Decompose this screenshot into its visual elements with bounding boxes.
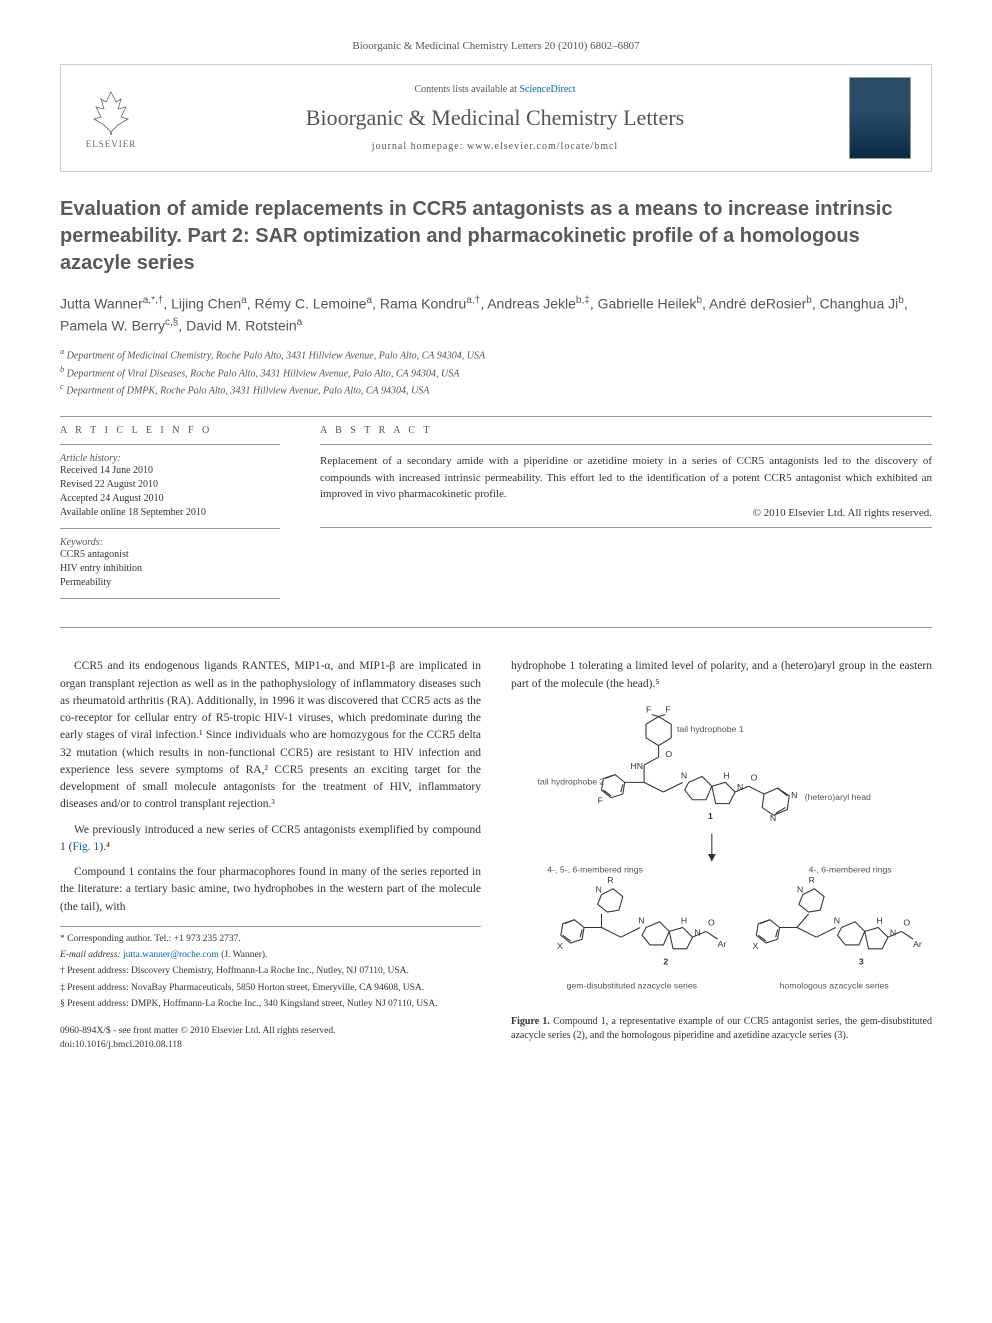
svg-text:F: F xyxy=(598,795,603,805)
svg-text:Ar: Ar xyxy=(718,939,727,949)
abstract-text: Replacement of a secondary amide with a … xyxy=(320,453,932,503)
svg-text:F: F xyxy=(665,704,670,714)
svg-text:X: X xyxy=(557,941,563,951)
figure-1: F F O HN xyxy=(511,703,932,1043)
body-paragraph: Compound 1 contains the four pharmacopho… xyxy=(60,864,481,916)
footnote-present-address: § Present address: DMPK, Hoffmann-La Roc… xyxy=(60,998,481,1011)
svg-text:2: 2 xyxy=(663,956,668,966)
svg-text:tail hydrophobe 1: tail hydrophobe 1 xyxy=(677,724,744,734)
divider xyxy=(60,598,280,599)
svg-text:4-, 6-membered rings: 4-, 6-membered rings xyxy=(809,864,893,874)
abstract-copyright: © 2010 Elsevier Ltd. All rights reserved… xyxy=(320,507,932,519)
svg-text:X: X xyxy=(752,941,758,951)
svg-text:F: F xyxy=(646,704,651,714)
svg-text:R: R xyxy=(809,875,815,885)
sciencedirect-link[interactable]: ScienceDirect xyxy=(519,84,575,95)
footnote-present-address: ‡ Present address: NovaBay Pharmaceutica… xyxy=(60,982,481,995)
divider xyxy=(320,527,932,528)
divider xyxy=(60,444,280,445)
elsevier-tree-icon xyxy=(86,87,136,137)
elsevier-logo: ELSEVIER xyxy=(81,83,141,153)
issn-line: 0960-894X/$ - see front matter © 2010 El… xyxy=(60,1025,481,1038)
svg-text:O: O xyxy=(751,772,758,782)
abstract-col: A B S T R A C T Replacement of a seconda… xyxy=(320,425,932,607)
body-column-right: hydrophobe 1 tolerating a limited level … xyxy=(511,658,932,1052)
svg-text:O: O xyxy=(708,917,715,927)
body-paragraph: We previously introduced a new series of… xyxy=(60,822,481,857)
elsevier-name: ELSEVIER xyxy=(86,139,137,149)
body-paragraph: hydrophobe 1 tolerating a limited level … xyxy=(511,658,932,693)
svg-text:N: N xyxy=(834,915,840,925)
contents-available: Contents lists available at ScienceDirec… xyxy=(161,84,829,95)
page-copyright-footer: 0960-894X/$ - see front matter © 2010 El… xyxy=(60,1025,481,1052)
svg-text:1: 1 xyxy=(708,811,713,821)
footnote-present-address: † Present address: Discovery Chemistry, … xyxy=(60,965,481,978)
chemical-structures: F F O HN xyxy=(511,703,932,1003)
svg-text:H: H xyxy=(723,770,729,780)
svg-text:O: O xyxy=(903,917,910,927)
divider xyxy=(60,528,280,529)
author-list: Jutta Wannera,*,†, Lijing Chena, Rémy C.… xyxy=(60,293,932,336)
abstract-heading: A B S T R A C T xyxy=(320,425,932,436)
footnotes: * Corresponding author. Tel.: +1 973 235… xyxy=(60,926,481,1011)
keywords-heading: Keywords: xyxy=(60,537,280,548)
divider xyxy=(320,444,932,445)
doi-line: doi:10.1016/j.bmcl.2010.08.118 xyxy=(60,1039,481,1052)
history-heading: Article history: xyxy=(60,453,280,464)
article-info-col: A R T I C L E I N F O Article history: R… xyxy=(60,425,280,607)
svg-text:HN: HN xyxy=(631,761,644,771)
svg-text:N: N xyxy=(638,915,644,925)
journal-header: ELSEVIER Contents lists available at Sci… xyxy=(60,64,932,172)
homepage-url[interactable]: www.elsevier.com/locate/bmcl xyxy=(467,141,618,152)
svg-text:N: N xyxy=(681,770,687,780)
affiliations: a Department of Medicinal Chemistry, Roc… xyxy=(60,346,932,398)
svg-text:4-, 5-, 6-membered rings: 4-, 5-, 6-membered rings xyxy=(547,864,643,874)
article-info-heading: A R T I C L E I N F O xyxy=(60,425,280,436)
footnote-email: E-mail address: jutta.wanner@roche.com (… xyxy=(60,949,481,962)
divider xyxy=(60,627,932,628)
svg-text:R: R xyxy=(607,875,613,885)
email-link[interactable]: jutta.wanner@roche.com xyxy=(123,950,219,960)
footnote-corresponding: * Corresponding author. Tel.: +1 973 235… xyxy=(60,933,481,946)
article-history: Received 14 June 2010Revised 22 August 2… xyxy=(60,464,280,520)
svg-text:N: N xyxy=(596,884,602,894)
contents-prefix: Contents lists available at xyxy=(414,84,519,95)
journal-cover-thumbnail xyxy=(849,77,911,159)
journal-homepage: journal homepage: www.elsevier.com/locat… xyxy=(161,141,829,152)
homepage-prefix: journal homepage: xyxy=(372,141,467,152)
svg-text:3: 3 xyxy=(859,956,864,966)
body-column-left: CCR5 and its endogenous ligands RANTES, … xyxy=(60,658,481,1052)
body-paragraph: CCR5 and its endogenous ligands RANTES, … xyxy=(60,658,481,813)
svg-text:N: N xyxy=(797,884,803,894)
article-title: Evaluation of amide replacements in CCR5… xyxy=(60,196,932,277)
keywords-list: CCR5 antagonistHIV entry inhibitionPerme… xyxy=(60,548,280,590)
svg-text:O: O xyxy=(665,749,672,759)
svg-text:H: H xyxy=(681,915,687,925)
journal-name: Bioorganic & Medicinal Chemistry Letters xyxy=(161,105,829,131)
svg-text:(hetero)aryl head: (hetero)aryl head xyxy=(805,792,871,802)
svg-text:N: N xyxy=(791,790,797,800)
svg-text:Ar: Ar xyxy=(913,939,922,949)
svg-text:H: H xyxy=(876,915,882,925)
svg-text:gem-disubstituted azacycle ser: gem-disubstituted azacycle series xyxy=(567,980,698,990)
divider xyxy=(60,416,932,417)
figure-caption: Figure 1. Compound 1, a representative e… xyxy=(511,1015,932,1043)
svg-text:tail hydrophobe 2: tail hydrophobe 2 xyxy=(538,776,605,786)
svg-text:homologous azacycle series: homologous azacycle series xyxy=(780,980,890,990)
journal-reference: Bioorganic & Medicinal Chemistry Letters… xyxy=(60,40,932,52)
svg-text:N: N xyxy=(770,813,776,823)
